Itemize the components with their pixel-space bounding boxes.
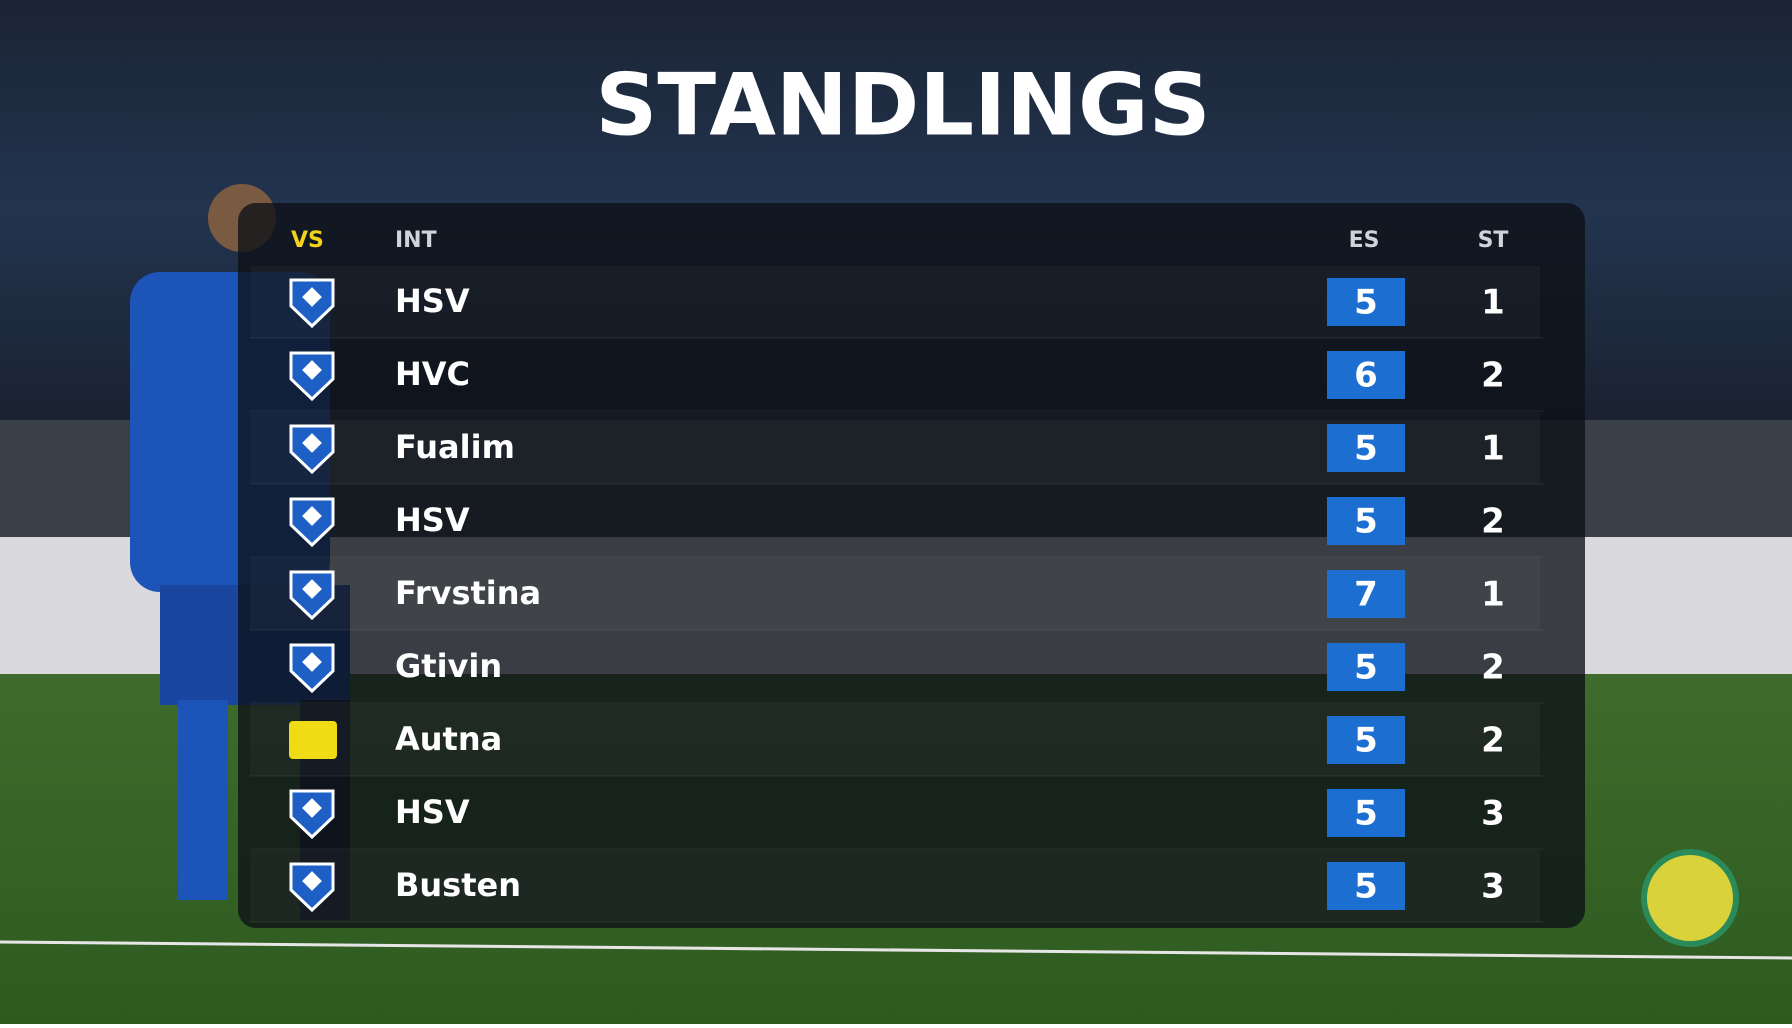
team-name: HSV: [395, 282, 470, 320]
standings-row: HSV 5 2: [250, 497, 1545, 558]
club-badge-mark: [302, 287, 322, 307]
es-value: 5: [1354, 648, 1378, 688]
es-box: [1327, 643, 1405, 691]
st-value: 1: [1481, 575, 1505, 615]
es-value: 6: [1354, 356, 1378, 396]
st-value: 1: [1481, 283, 1505, 323]
standings-row: Fualim 5 1: [250, 424, 1545, 485]
st-value: 3: [1481, 794, 1505, 834]
es-box: [1327, 862, 1405, 910]
pitch-line: [0, 940, 1792, 960]
standings-row: HSV 5 3: [250, 789, 1545, 850]
standings-row: Frvstina 7 1: [250, 570, 1545, 631]
es-box: [1327, 716, 1405, 764]
st-value: 1: [1481, 429, 1505, 469]
club-badge-mark: [302, 652, 322, 672]
rows: HSV 5 1 HVC 6 2 Fualim 5 1 HSV 5 2 Frvstina 7 1 Gtivin 5…: [250, 278, 1545, 923]
es-box: [1327, 789, 1405, 837]
es-box: [1327, 351, 1405, 399]
es-value: 5: [1354, 721, 1378, 761]
club-badge-mark: [302, 871, 322, 891]
team-name: Frvstina: [395, 574, 541, 612]
club-badge-mark: [302, 360, 322, 380]
es-value: 5: [1354, 867, 1378, 907]
team-name: Autna: [395, 720, 502, 758]
st-value: 2: [1481, 502, 1505, 542]
club-badge-mark: [302, 506, 322, 526]
es-box: [1327, 424, 1405, 472]
team-name: Gtivin: [395, 647, 502, 685]
st-value: 2: [1481, 356, 1505, 396]
team-name: Busten: [395, 866, 521, 904]
column-header: ST: [1478, 228, 1509, 253]
st-value: 2: [1481, 648, 1505, 688]
club-badge: [289, 721, 337, 759]
st-value: 2: [1481, 721, 1505, 761]
standings-row: HSV 5 1: [250, 278, 1545, 339]
column-header: VS: [291, 228, 324, 253]
team-name: HVC: [395, 355, 470, 393]
column-header: INT: [395, 228, 437, 253]
es-box: [1327, 497, 1405, 545]
es-value: 5: [1354, 283, 1378, 323]
standings-row: Busten 5 3: [250, 862, 1545, 923]
team-name: Fualim: [395, 428, 515, 466]
club-badge-mark: [302, 579, 322, 599]
team-name: HSV: [395, 501, 470, 539]
column-header: ES: [1349, 228, 1380, 253]
es-box: [1327, 278, 1405, 326]
st-value: 3: [1481, 867, 1505, 907]
standings-row: Gtivin 5 2: [250, 643, 1545, 704]
club-badge-mark: [302, 433, 322, 453]
team-name: HSV: [395, 793, 470, 831]
es-value: 7: [1354, 575, 1378, 615]
club-badge-mark: [302, 798, 322, 818]
es-value: 5: [1354, 502, 1378, 542]
es-box: [1327, 570, 1405, 618]
ball: [1641, 849, 1739, 947]
standings-row: HVC 6 2: [250, 351, 1545, 412]
standings-panel: [238, 203, 1585, 928]
es-value: 5: [1354, 794, 1378, 834]
title: STANDLINGS: [595, 55, 1210, 155]
standings-row: Autna 5 2: [250, 716, 1545, 777]
es-value: 5: [1354, 429, 1378, 469]
